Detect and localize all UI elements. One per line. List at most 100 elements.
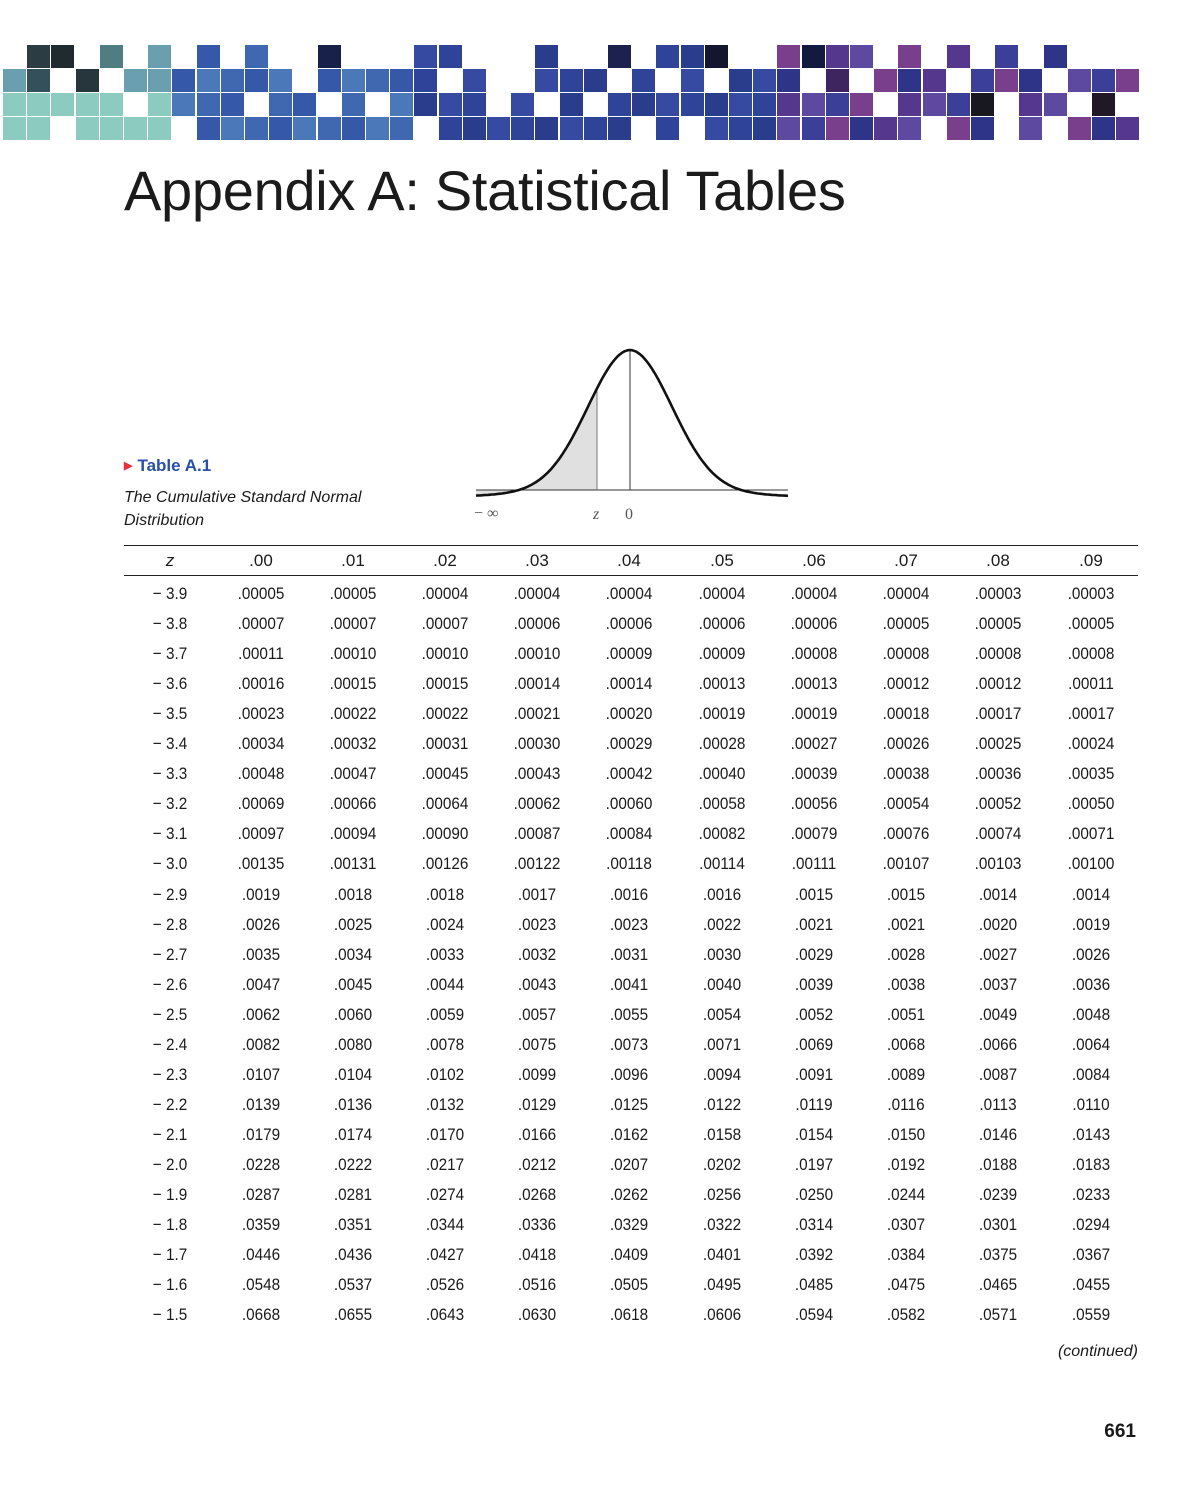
- mosaic-tile: [898, 93, 922, 116]
- probability-cell: .0505: [609, 1275, 649, 1295]
- probability-cell: .00036: [974, 764, 1022, 784]
- probability-cell: .00006: [605, 614, 653, 634]
- probability-cell: .0041: [609, 974, 649, 994]
- probability-cell: .0294: [1071, 1215, 1111, 1235]
- mosaic-tile: [632, 93, 656, 116]
- probability-cell: .0110: [1072, 1094, 1110, 1114]
- probability-cell: .0032: [517, 944, 557, 964]
- probability-cell: .00018: [882, 704, 930, 724]
- z-value: − 3.4: [152, 734, 188, 754]
- mosaic-tile: [269, 93, 293, 116]
- probability-cell: .0202: [702, 1154, 742, 1174]
- probability-cell: .0027: [978, 944, 1018, 964]
- column-header: .06: [802, 551, 826, 570]
- probability-cell: .0015: [794, 884, 834, 904]
- probability-cell: .00010: [513, 644, 561, 664]
- probability-cell: .0014: [978, 884, 1018, 904]
- probability-cell: .0014: [1071, 884, 1111, 904]
- z-label: z: [592, 506, 600, 523]
- mosaic-tile: [704, 93, 728, 116]
- mosaic-tile: [1067, 117, 1091, 140]
- mosaic-tile: [971, 93, 994, 116]
- probability-cell: .0212: [517, 1154, 557, 1174]
- z-value: − 2.3: [152, 1064, 188, 1084]
- probability-cell: .00056: [790, 794, 838, 814]
- probability-cell: .00060: [605, 794, 653, 814]
- probability-cell: .0022: [702, 914, 742, 934]
- probability-cell: .0336: [517, 1215, 557, 1235]
- mosaic-tile: [729, 93, 752, 116]
- column-header: .05: [710, 551, 734, 570]
- mosaic-tile: [535, 117, 559, 140]
- probability-cell: .00010: [329, 644, 377, 664]
- probability-cell: .0668: [241, 1305, 281, 1325]
- probability-cell: .00069: [237, 794, 285, 814]
- probability-cell: .00090: [421, 824, 469, 844]
- probability-cell: .00107: [882, 854, 930, 874]
- bell-curve: [475, 348, 789, 498]
- probability-cell: .0034: [333, 944, 373, 964]
- mosaic-tile: [3, 93, 26, 116]
- mosaic-tile: [75, 69, 99, 92]
- mosaic-tile: [245, 45, 268, 68]
- mosaic-tile: [341, 93, 365, 116]
- probability-cell: .0268: [517, 1185, 557, 1204]
- z-value: − 3.6: [152, 674, 188, 694]
- probability-cell: .0281: [333, 1185, 373, 1204]
- column-header: .03: [525, 551, 549, 570]
- mosaic-tile: [99, 45, 123, 68]
- probability-cell: .00009: [605, 644, 653, 664]
- probability-cell: .0174: [333, 1124, 373, 1144]
- probability-cell: .0183: [1071, 1154, 1111, 1174]
- probability-cell: .0158: [702, 1124, 742, 1144]
- mosaic-tile: [1067, 69, 1091, 92]
- probability-cell: .0116: [887, 1094, 925, 1114]
- mosaic-tile: [196, 69, 220, 92]
- probability-cell: .00100: [1067, 854, 1115, 874]
- probability-cell: .0274: [425, 1185, 465, 1204]
- probability-cell: .00084: [605, 824, 653, 844]
- probability-cell: .00021: [513, 704, 561, 724]
- probability-cell: .0427: [425, 1245, 465, 1265]
- z-value: − 1.9: [152, 1185, 188, 1204]
- mosaic-tile: [317, 45, 341, 68]
- mosaic-tile: [75, 117, 99, 140]
- probability-cell: .0040: [702, 974, 742, 994]
- mosaic-tile: [414, 45, 438, 68]
- probability-cell: .00097: [237, 824, 285, 844]
- mosaic-tile: [27, 93, 51, 116]
- z-value: − 2.9: [152, 884, 188, 904]
- probability-cell: .00011: [238, 644, 284, 664]
- z-value: − 3.3: [152, 764, 188, 784]
- probability-cell: .0057: [517, 1004, 557, 1024]
- probability-cell: .00087: [513, 824, 561, 844]
- column-header: .08: [986, 551, 1010, 570]
- probability-cell: .00005: [329, 584, 377, 603]
- mosaic-tile: [196, 117, 220, 140]
- probability-cell: .0064: [1071, 1034, 1111, 1054]
- mosaic-tile: [850, 117, 873, 140]
- z-value: − 3.7: [152, 644, 188, 664]
- probability-cell: .00013: [790, 674, 838, 694]
- mosaic-tile: [220, 117, 244, 140]
- mosaic-tile: [946, 45, 970, 68]
- z-value: − 3.9: [152, 584, 188, 603]
- probability-cell: .00032: [329, 734, 377, 754]
- probability-cell: .0075: [517, 1034, 557, 1054]
- mosaic-tile: [366, 69, 389, 92]
- z-value: − 3.0: [152, 854, 188, 874]
- probability-cell: .0078: [425, 1034, 465, 1054]
- probability-cell: .00035: [1067, 764, 1115, 784]
- probability-cell: .00004: [605, 584, 653, 603]
- z-value: − 2.5: [152, 1004, 188, 1024]
- probability-cell: .0096: [609, 1064, 649, 1084]
- probability-cell: .0594: [794, 1305, 834, 1325]
- probability-cell: .00008: [974, 644, 1022, 664]
- mosaic-tile: [196, 93, 220, 116]
- probability-cell: .0559: [1071, 1305, 1111, 1325]
- table-header-rule: [124, 575, 1138, 576]
- mosaic-tile: [462, 93, 486, 116]
- probability-cell: .00043: [513, 764, 561, 784]
- probability-cell: .00076: [882, 824, 930, 844]
- probability-cell: .0329: [609, 1215, 649, 1235]
